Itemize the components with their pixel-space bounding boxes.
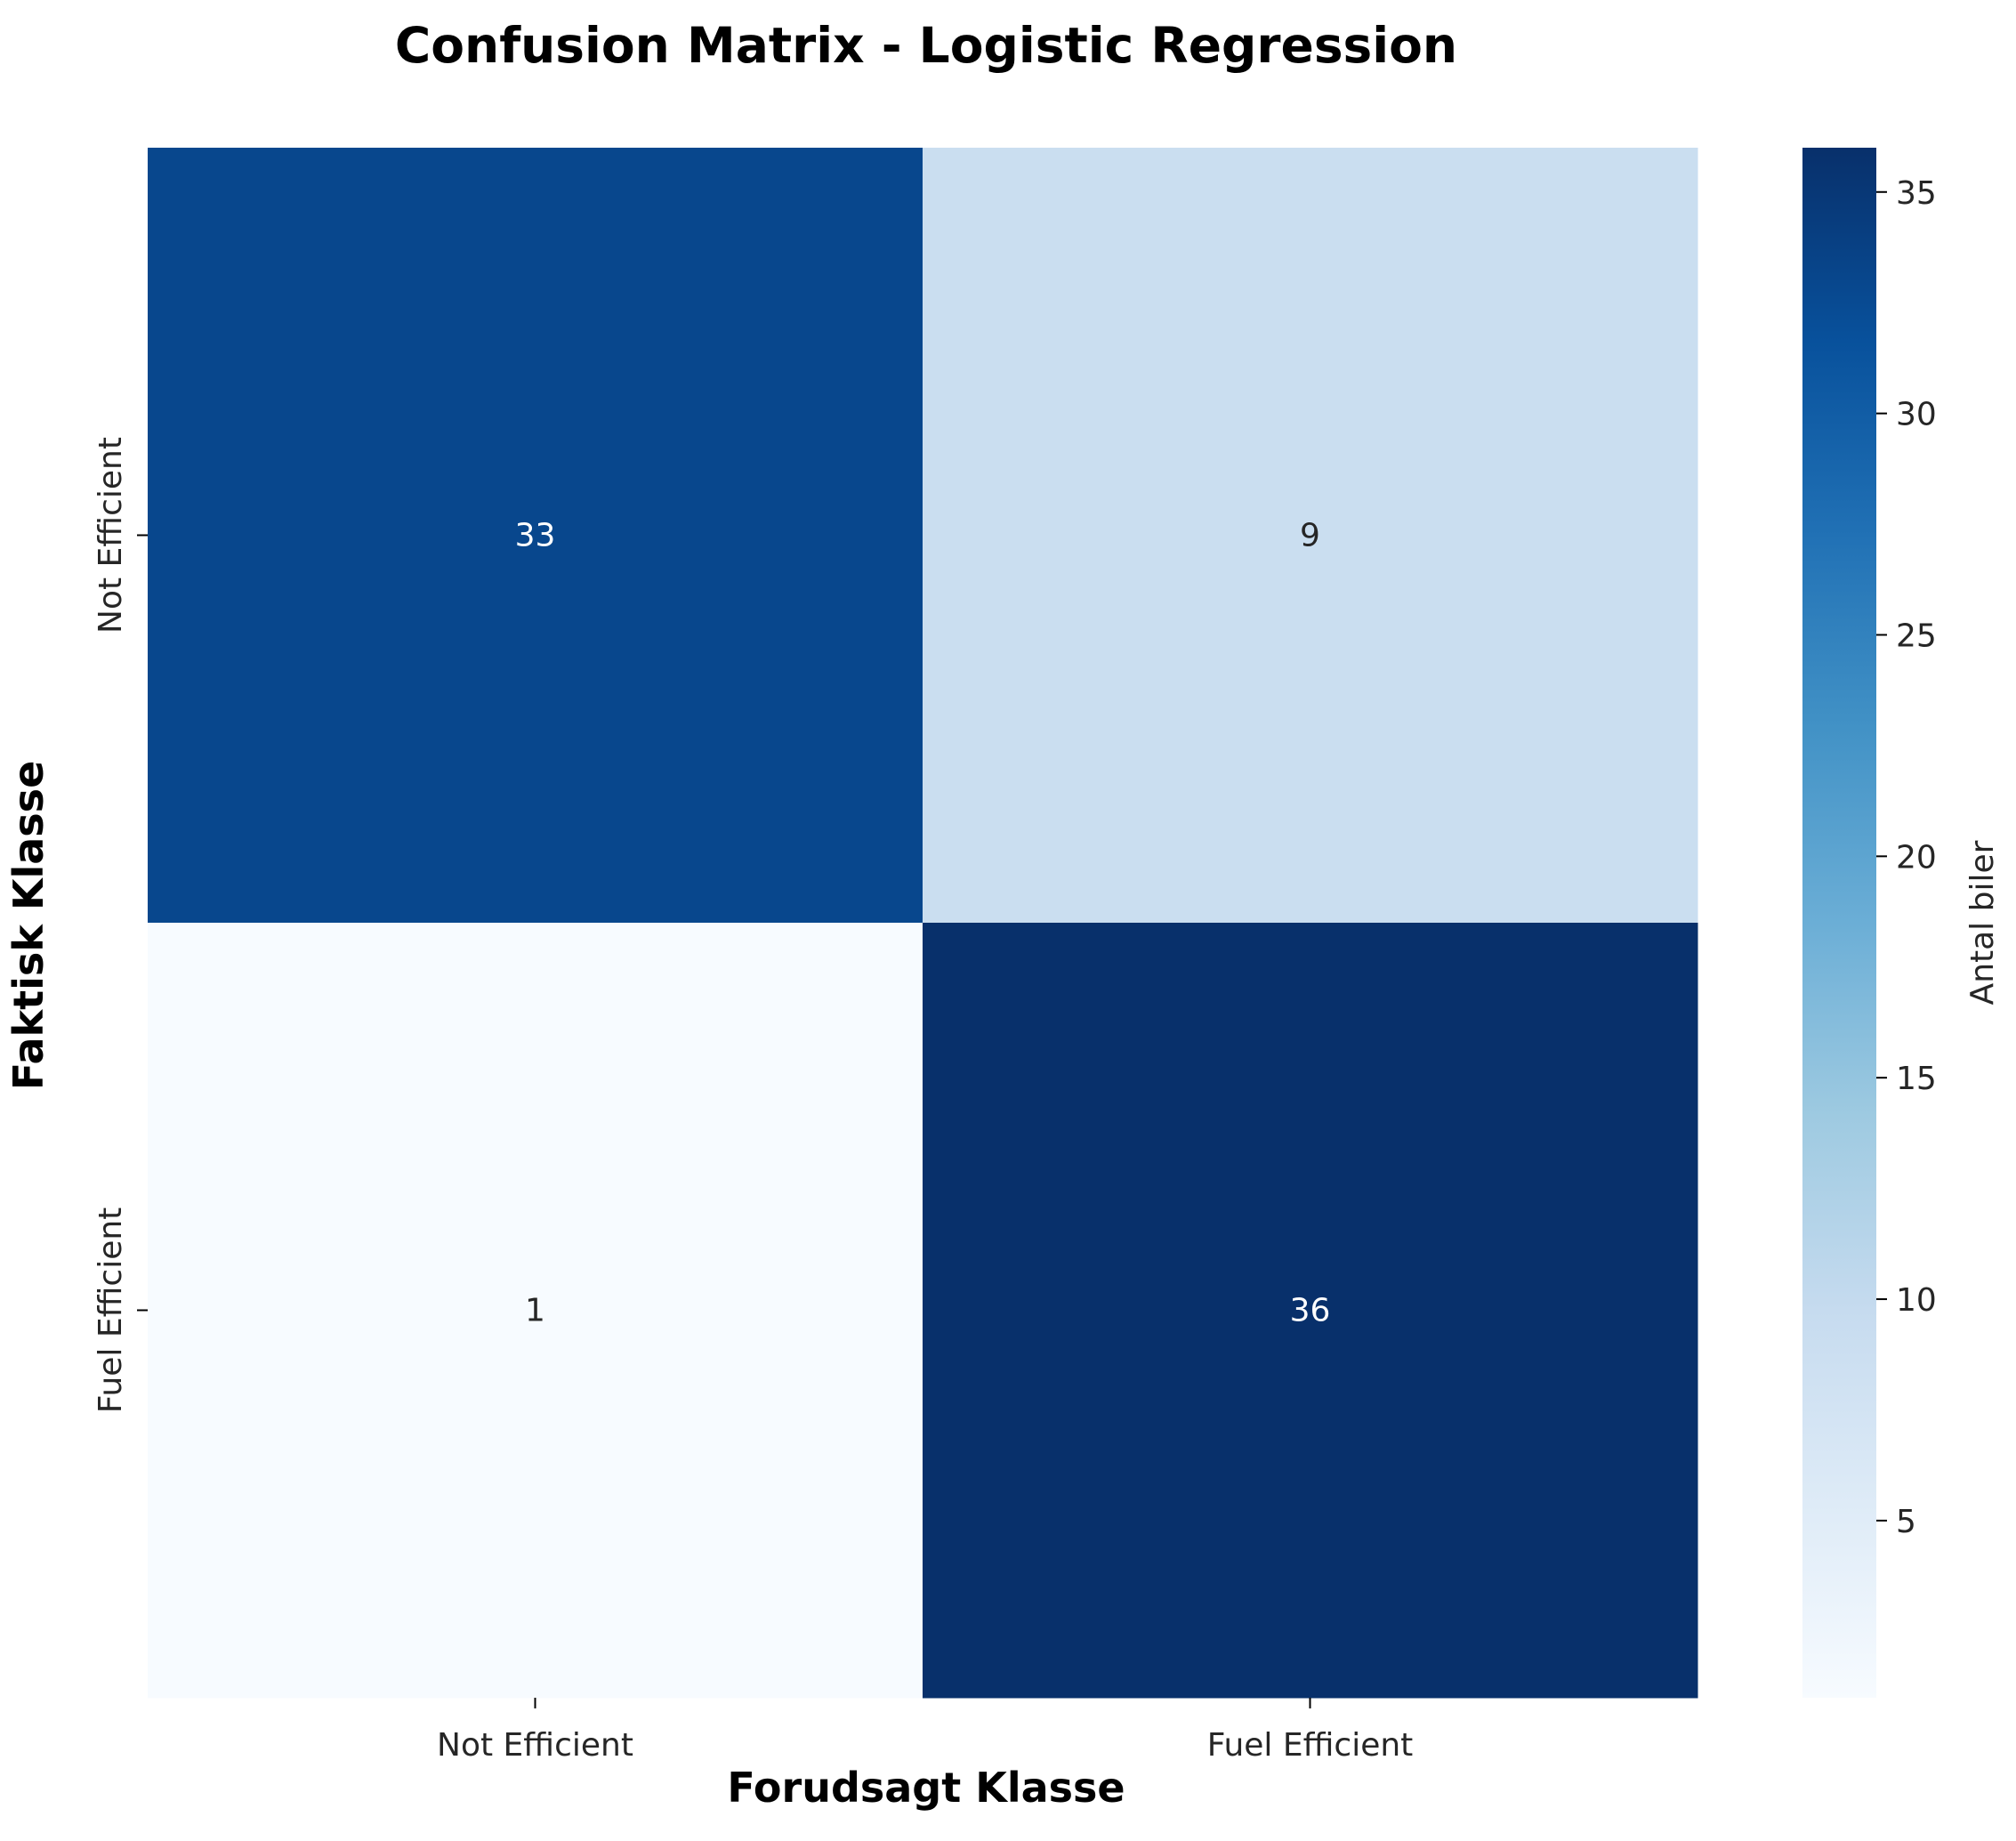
- cell-value-label: 36: [1290, 1293, 1331, 1329]
- cell-value-label: 9: [1300, 518, 1320, 554]
- heatmap-cells: [148, 148, 1698, 1699]
- y-axis-label: Faktisk Klasse: [4, 761, 52, 1091]
- heatmap-cell: [923, 923, 1698, 1699]
- x-tick-label: Not Efficient: [437, 1727, 633, 1764]
- cell-value-label: 33: [515, 518, 556, 554]
- cell-annotations: 33 9 1 36: [515, 518, 1331, 1329]
- y-axis: Not Efficient Fuel Efficient: [93, 437, 148, 1413]
- cell-value-label: 1: [525, 1293, 545, 1329]
- colorbar-tick-label: 20: [1896, 839, 1937, 876]
- x-axis-label: Forudsagt Klasse: [727, 1764, 1125, 1812]
- colorbar-tick-label: 35: [1896, 175, 1937, 212]
- heatmap-cell: [148, 923, 923, 1699]
- colorbar-label: Antal biler: [1964, 840, 2001, 1005]
- colorbar-tick-label: 15: [1896, 1061, 1937, 1097]
- chart-title: Confusion Matrix - Logistic Regression: [395, 17, 1457, 74]
- heatmap-cell: [923, 148, 1698, 924]
- colorbar-tick-label: 25: [1896, 618, 1937, 654]
- colorbar-tick-label: 5: [1896, 1504, 1916, 1540]
- y-tick-label: Not Efficient: [93, 437, 129, 634]
- colorbar: [1802, 148, 1876, 1698]
- colorbar-tick-label: 30: [1896, 397, 1937, 433]
- x-axis: Not Efficient Fuel Efficient: [437, 1698, 1413, 1764]
- colorbar-ticks: 5 10 15 20 25 30 35: [1876, 175, 1937, 1540]
- colorbar-tick-label: 10: [1896, 1282, 1937, 1319]
- x-tick-label: Fuel Efficient: [1207, 1727, 1414, 1764]
- heatmap-cell: [148, 148, 923, 924]
- y-tick-label: Fuel Efficient: [93, 1207, 129, 1414]
